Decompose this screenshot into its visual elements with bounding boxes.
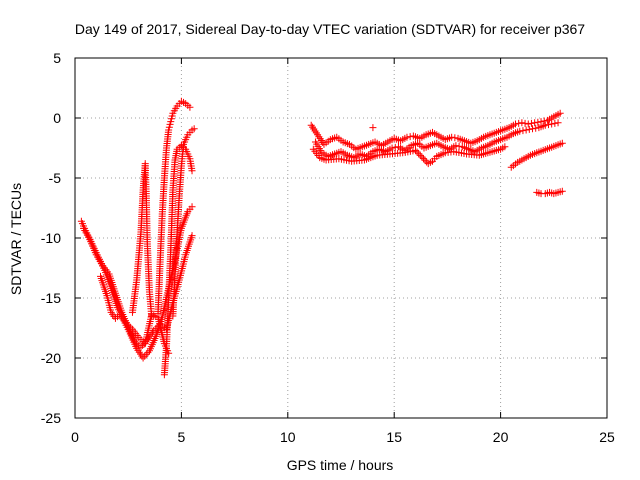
data-point [548,120,556,128]
data-point [527,119,535,127]
data-point [403,133,411,141]
y-tick-label: -15 [41,290,61,306]
series-isolated [369,124,377,132]
data-point [452,142,460,150]
data-point [554,119,562,127]
data-point [190,125,198,133]
data-point [544,121,552,129]
y-tick-label: 5 [53,50,61,66]
data-point [419,155,427,163]
data-point [186,103,194,111]
x-tick-label: 15 [386,429,402,445]
series-spike-early [128,160,156,320]
data-point [369,124,377,132]
data-point [188,167,196,175]
x-tick-label: 10 [280,429,296,445]
plot-frame [74,57,608,419]
y-tick-label: -5 [49,170,62,186]
x-tick-label: 0 [71,429,79,445]
data-point [541,121,549,129]
data-point [448,133,456,141]
data-point [501,143,509,151]
data-point [411,146,419,154]
data-point [529,125,537,133]
data-point [519,127,527,135]
data-point [139,354,147,362]
data-point [558,187,566,195]
data-point [416,151,424,159]
x-tick-label: 20 [493,429,509,445]
data-point [188,232,196,240]
data-point [558,139,566,147]
data-point [413,148,421,156]
y-tick-label: -10 [41,230,61,246]
data-point [451,134,459,142]
data-point [515,119,523,127]
data-point [524,120,532,128]
data-point [534,118,542,126]
series-spike-mid [169,125,198,320]
data-point [391,143,399,151]
data-point [148,312,156,320]
data-point [525,125,533,133]
data-point [137,343,145,351]
data-point [551,119,559,127]
data-point [188,203,196,211]
data-point [511,120,519,128]
x-tick-label: 25 [599,429,615,445]
data-point [142,350,150,358]
data-point [532,124,540,132]
series-late-branch [507,139,566,171]
data-points [77,97,566,379]
data-point [415,150,423,158]
tick-labels: 0 5 10 15 20 25 5 0 -5 -10 -15 -20 -25 [41,50,615,445]
y-tick-label: -20 [41,350,61,366]
data-point [521,119,529,127]
data-point [516,127,524,135]
series-late-lower [309,143,509,168]
data-point [518,119,526,127]
data-point [421,156,429,164]
data-point [144,349,152,357]
series-late-low-cluster [533,187,566,198]
data-point [418,153,426,161]
y-tick-label: -25 [41,410,61,426]
data-point [531,119,539,127]
data-point [141,352,149,360]
series-late-upper [307,109,564,153]
y-tick-label: 0 [53,110,61,126]
data-point [556,109,564,117]
y-axis-label: SDTVAR / TECUs [8,183,24,295]
data-point [455,142,463,150]
x-tick-label: 5 [178,429,186,445]
data-point [540,117,548,125]
chart-title: Day 149 of 2017, Sidereal Day-to-day VTE… [75,21,585,37]
series-spike-peak [154,97,194,318]
x-axis-label: GPS time / hours [287,457,394,473]
data-point [522,126,530,134]
